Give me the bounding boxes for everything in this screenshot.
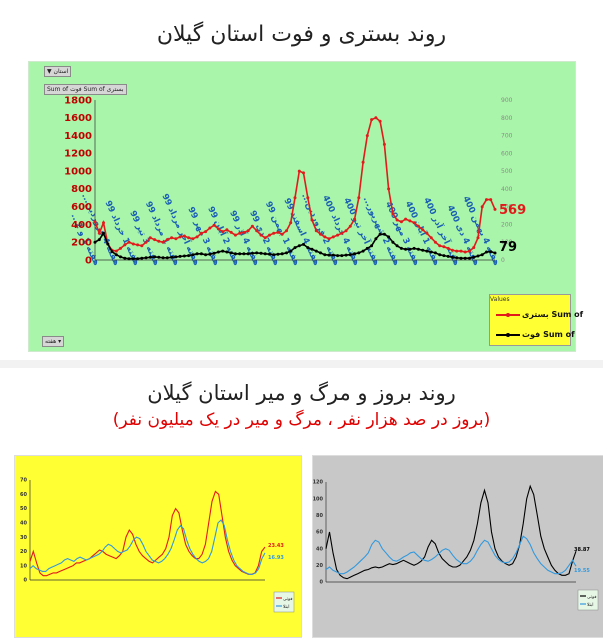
- top-chart-title: روند بستری و فوت استان گیلان: [156, 22, 447, 47]
- bottom-section-title: روند بروز و مرگ و میر استان گیلان: [147, 381, 456, 405]
- legend-item-red: Sum of بستری: [522, 310, 584, 319]
- filter-chip-label: استان: [53, 68, 69, 75]
- mortality-chart-panel: [312, 455, 603, 638]
- axis-field-chip[interactable]: هفته ▾: [42, 336, 65, 347]
- axis-field-label: هفته: [45, 338, 57, 345]
- section-divider: [0, 360, 603, 368]
- legend-item-black: Sum of فوت: [522, 330, 575, 339]
- red-end-label: 569: [499, 203, 527, 218]
- values-header-chip[interactable]: Sum of فوت Sum of بستری: [44, 84, 127, 95]
- top-chart-legend: [489, 294, 571, 346]
- incidence-chart-panel: [14, 455, 302, 638]
- black-end-label: 79: [499, 240, 518, 255]
- filter-chip[interactable]: ▼ استان: [44, 66, 72, 77]
- bottom-section-subtitle: (بروز در صد هزار نفر ، مرگ و میر در یک م…: [112, 410, 491, 430]
- filter-icon: ▼: [47, 68, 52, 75]
- chevron-down-icon: ▾: [58, 338, 62, 345]
- legend-title: Values: [490, 296, 510, 303]
